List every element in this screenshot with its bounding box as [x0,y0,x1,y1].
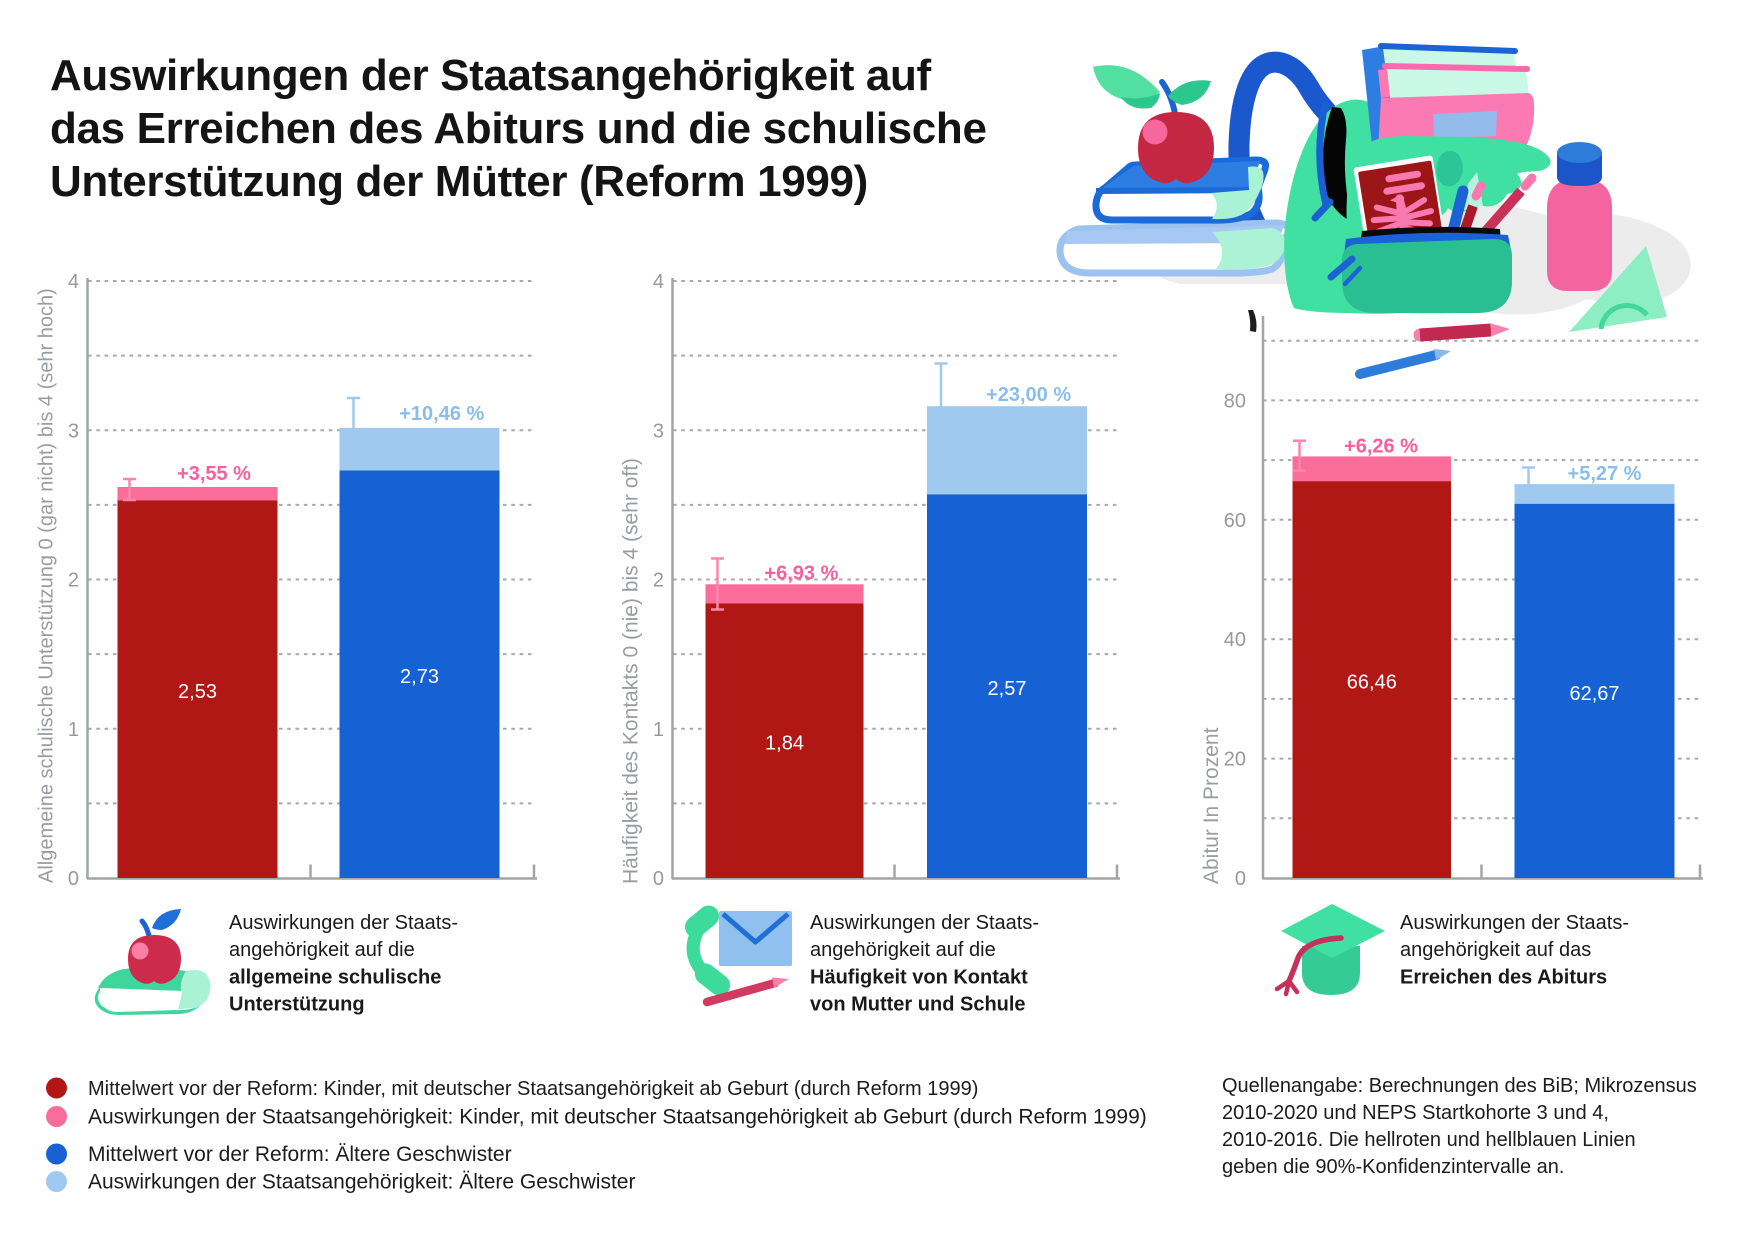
svg-text:+6,93 %: +6,93 % [764,563,838,585]
svg-text:Auswirkungen der Staats-: Auswirkungen der Staats- [229,912,458,934]
svg-text:Auswirkungen der Staatsangehör: Auswirkungen der Staatsangehörigkeit: Ki… [88,1106,1147,1129]
svg-text:0: 0 [1235,868,1246,890]
svg-text:allgemeine schulische: allgemeine schulische [229,966,441,988]
svg-text:+5,27 %: +5,27 % [1568,463,1642,485]
svg-text:+6,26 %: +6,26 % [1344,435,1418,457]
svg-text:Mittelwert vor der Reform: Ält: Mittelwert vor der Reform: Ältere Geschw… [88,1143,512,1166]
svg-text:+10,46 %: +10,46 % [399,403,484,425]
svg-text:62,67: 62,67 [1569,683,1619,705]
svg-text:1: 1 [68,719,79,741]
svg-text:+3,55 %: +3,55 % [177,463,251,485]
svg-text:60: 60 [1224,510,1246,532]
svg-text:0: 0 [653,868,664,890]
svg-text:Auswirkungen der Staatsangehör: Auswirkungen der Staatsangehörigkeit: Äl… [88,1171,635,1194]
svg-text:2,57: 2,57 [988,678,1027,700]
svg-text:Mittelwert vor der Reform: Kin: Mittelwert vor der Reform: Kinder, mit d… [88,1078,978,1100]
svg-text:2,73: 2,73 [400,666,439,688]
svg-text:von Mutter und Schule: von Mutter und Schule [810,994,1026,1016]
svg-text:Unterstützung: Unterstützung [229,994,365,1016]
svg-text:1: 1 [653,719,664,741]
svg-text:80: 80 [1224,390,1246,412]
svg-text:4: 4 [68,271,79,293]
svg-text:Erreichen des Abiturs: Erreichen des Abiturs [1400,966,1607,988]
svg-text:4: 4 [653,271,664,293]
svg-text:Allgemeine schulische Unterstü: Allgemeine schulische Unterstützung 0 (g… [36,288,58,883]
svg-text:Quellenangabe: Berechnungen de: Quellenangabe: Berechnungen des BiB; Mik… [1222,1075,1697,1097]
svg-text:3: 3 [653,420,664,442]
svg-text:Häufigkeit von Kontakt: Häufigkeit von Kontakt [810,966,1028,988]
svg-text:angehörigkeit auf die: angehörigkeit auf die [229,939,415,961]
svg-text:2: 2 [68,570,79,592]
svg-text:angehörigkeit auf die: angehörigkeit auf die [810,939,996,961]
svg-text:+23,00 %: +23,00 % [986,384,1071,406]
svg-text:Auswirkungen der Staats-: Auswirkungen der Staats- [810,912,1039,934]
svg-text:20: 20 [1224,749,1246,771]
svg-text:0: 0 [68,868,79,890]
svg-text:angehörigkeit auf das: angehörigkeit auf das [1400,939,1591,961]
svg-text:66,46: 66,46 [1347,672,1397,694]
svg-text:2: 2 [653,570,664,592]
svg-text:3: 3 [68,420,79,442]
svg-text:Auswirkungen der Staats-: Auswirkungen der Staats- [1400,912,1629,934]
svg-text:2,53: 2,53 [178,681,217,703]
svg-text:geben die 90%-Konfidenzinterva: geben die 90%-Konfidenzintervalle an. [1222,1156,1564,1178]
svg-text:2010-2020 und NEPS Startkohort: 2010-2020 und NEPS Startkohorte 3 und 4, [1222,1102,1609,1124]
svg-text:1,84: 1,84 [765,733,804,755]
svg-text:2010-2016. Die hellroten und h: 2010-2016. Die hellroten und hellblauen … [1222,1129,1636,1151]
svg-text:Abitur In Prozent: Abitur In Prozent [1200,727,1223,884]
svg-text:40: 40 [1224,629,1246,651]
svg-text:Häufigkeit des Kontakts 0 (nie: Häufigkeit des Kontakts 0 (nie) bis 4 (s… [620,458,643,884]
